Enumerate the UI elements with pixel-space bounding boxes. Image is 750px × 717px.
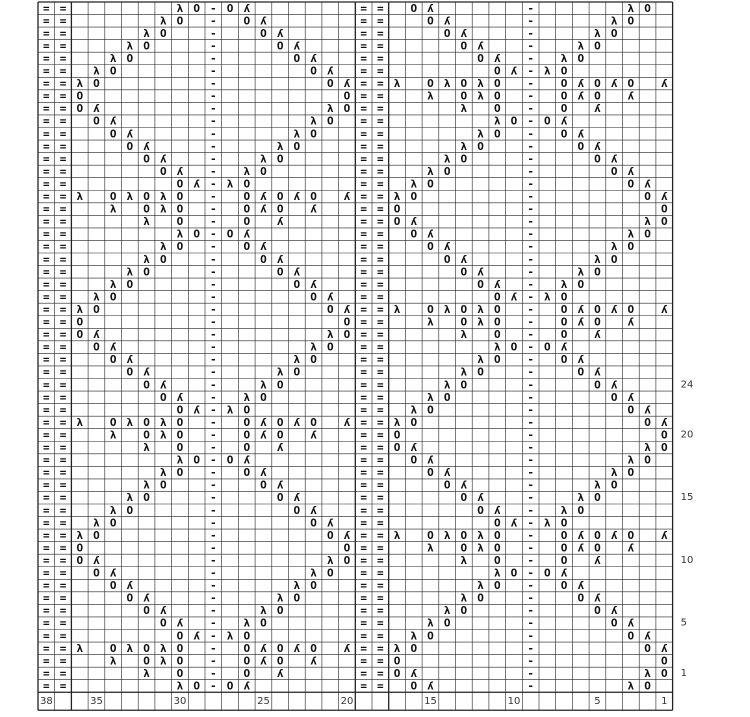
column-number: 10 [508,696,521,707]
row-number: 15 [681,492,694,503]
column-number: 35 [90,696,103,707]
column-number: 1 [661,696,667,707]
grid [37,1,674,711]
row-number: 10 [681,555,694,566]
column-number: 38 [40,696,53,707]
column-number: 30 [174,696,187,707]
row-number: 5 [681,618,687,629]
row-number: 1 [681,668,687,679]
column-number: 20 [341,696,354,707]
row-number: 24 [681,379,694,390]
column-number: 15 [424,696,437,707]
row-number: 20 [681,429,694,440]
column-number: 5 [594,696,600,707]
column-number: 25 [257,696,270,707]
